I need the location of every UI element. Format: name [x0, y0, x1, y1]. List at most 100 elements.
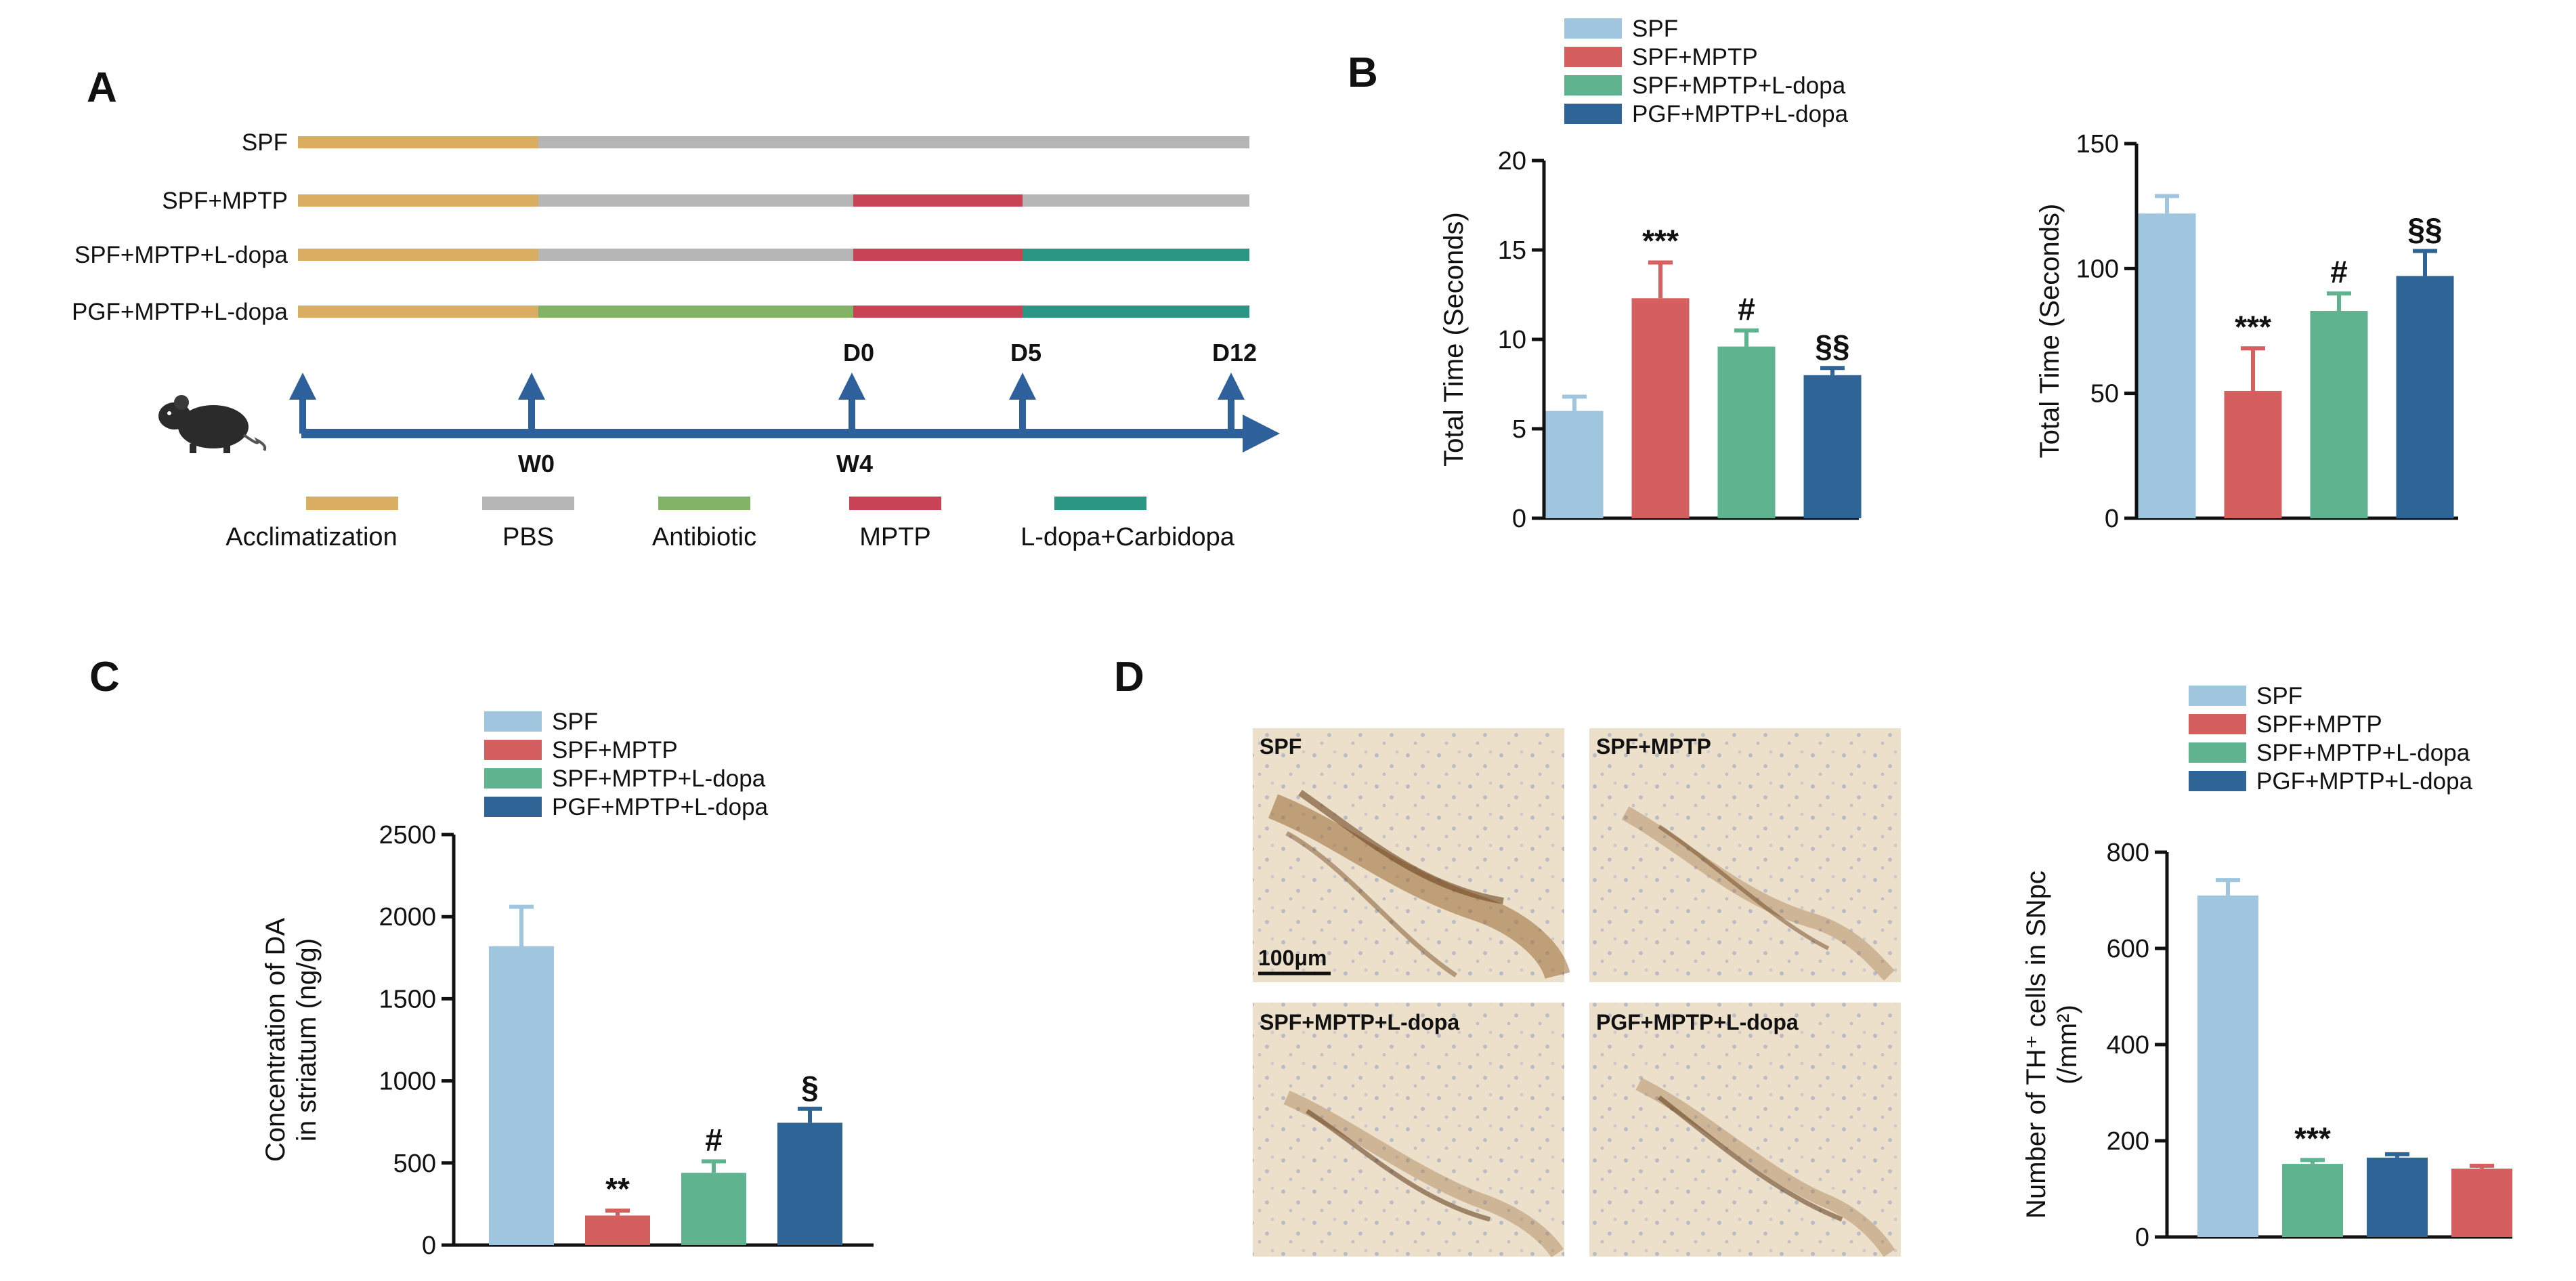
bar-pgf-mptp-l-dopa: § — [777, 1070, 842, 1245]
y-tick-label: 50 — [2090, 380, 2119, 408]
panel-c-letter: C — [89, 654, 120, 700]
chart-c: 0 500 1000 1500 2000 2500 Concentration of DA i… — [261, 821, 874, 1260]
legend-swatch — [1564, 104, 1622, 124]
legend-item-spf-mptp-l-dopa: SPF+MPTP+L-dopa — [1564, 72, 1846, 99]
week-label-w4: W4 — [836, 450, 873, 478]
bar-spf-mptp-l-dopa: *** — [2282, 1120, 2343, 1237]
legend-label: SPF — [552, 709, 598, 735]
panel-a-letter: A — [87, 64, 117, 111]
bar-spf-mptp: *** — [2224, 309, 2282, 518]
segment-pbs — [538, 136, 1249, 148]
bar-rect — [2451, 1169, 2512, 1237]
legend-swatch — [2189, 686, 2246, 706]
bar-rect — [1631, 298, 1690, 518]
bar-rect — [585, 1215, 650, 1245]
legend-item-spf: SPF — [1564, 16, 1678, 42]
phase-legend-label: MPTP — [859, 523, 931, 551]
chart-b-left: 0 5 10 15 20 Total Time (Seconds) *** # §§ — [1439, 147, 1862, 533]
significance-label: §§ — [2407, 212, 2442, 247]
y-tick-label: 0 — [2135, 1223, 2149, 1252]
day-label-d12: D12 — [1212, 339, 1257, 366]
day-label-d5: D5 — [1010, 339, 1042, 366]
timeline-row-pgf-mptp-l-dopa: PGF+MPTP+L-dopa — [72, 299, 1249, 325]
significance-label: § — [801, 1070, 819, 1105]
significance-label: # — [1738, 291, 1755, 327]
legend-label: SPF — [2256, 683, 2302, 709]
bar-spf-mptp-l-dopa: # — [1717, 291, 1776, 518]
micrograph-spf-mptp: SPF+MPTP — [1589, 728, 1901, 982]
y-tick-label: 100 — [2076, 255, 2119, 283]
bar-spf-mptp — [2451, 1163, 2512, 1237]
segment-ldopa — [1023, 306, 1249, 318]
week-label-w0: W0 — [518, 450, 555, 478]
segment-acclimatization — [298, 136, 538, 148]
phase-legend-label: Acclimatization — [226, 523, 397, 551]
timeline-marker — [289, 373, 316, 434]
y-axis-title: in striatum (ng/g) — [292, 938, 322, 1141]
legend-swatch — [2189, 714, 2246, 734]
bar-rect — [681, 1173, 746, 1245]
bar-spf-mptp-l-dopa: # — [2310, 254, 2368, 518]
phase-swatch — [306, 497, 398, 510]
y-tick-label: 400 — [2107, 1031, 2149, 1059]
legend-item-pgf-mptp-l-dopa: PGF+MPTP+L-dopa — [1564, 101, 1849, 127]
bar-spf — [2197, 878, 2258, 1237]
micrograph-pgf-mptp-ldopa: PGF+MPTP+L-dopa — [1589, 1003, 1901, 1257]
legend-swatch — [484, 740, 542, 760]
bar-rect — [489, 946, 554, 1245]
phase-legend-pbs: PBS — [482, 497, 574, 551]
segment-acclimatization — [298, 306, 538, 318]
legend-swatch — [2189, 742, 2246, 763]
y-tick-label: 800 — [2107, 839, 2149, 867]
y-tick-label: 0 — [2105, 505, 2119, 533]
phase-swatch — [658, 497, 750, 510]
timeline-row-label: SPF+MPTP — [162, 188, 288, 214]
y-tick-label: 2000 — [379, 903, 436, 931]
bar-pgf-mptp-l-dopa: §§ — [2396, 212, 2454, 518]
legend-label: SPF+MPTP+L-dopa — [2256, 740, 2470, 766]
mouse-icon — [158, 395, 267, 453]
phase-swatch — [849, 497, 941, 510]
y-tick-label: 5 — [1512, 415, 1526, 444]
segment-ldopa — [1023, 249, 1249, 261]
bar-rect — [1717, 346, 1776, 518]
chart-d: 0 200 400 600 800 Number of TH⁺ cells in SNpc… — [2021, 839, 2512, 1252]
bar-rect — [2396, 276, 2454, 518]
segment-antibiotic — [538, 306, 853, 318]
y-tick-label: 2500 — [379, 821, 436, 849]
significance-label: §§ — [1815, 329, 1849, 364]
legend-label: PGF+MPTP+L-dopa — [1632, 101, 1849, 127]
y-tick-label: 200 — [2107, 1127, 2149, 1156]
legend-swatch — [484, 711, 542, 732]
y-tick-label: 20 — [1498, 147, 1526, 175]
phase-legend-antibiotic: Antibiotic — [652, 497, 756, 551]
micrograph-spf: SPF 100μm — [1253, 728, 1570, 982]
phase-legend-ldopa: L-dopa+Carbidopa — [1021, 497, 1235, 551]
micrograph-label-spf-mptp: SPF+MPTP — [1596, 734, 1711, 759]
phase-legend-acclimatization: Acclimatization — [226, 497, 398, 551]
legend-label: SPF+MPTP — [552, 737, 678, 763]
phase-legend-label: L-dopa+Carbidopa — [1021, 523, 1235, 551]
y-tick-label: 10 — [1498, 326, 1526, 354]
y-tick-label: 150 — [2076, 130, 2119, 159]
significance-label: *** — [1642, 223, 1679, 258]
bar-rect — [2138, 213, 2196, 518]
bar-spf — [1545, 394, 1604, 518]
phase-legend-mptp: MPTP — [849, 497, 941, 551]
segment-mptp — [853, 306, 1023, 318]
legend-label: SPF+MPTP+L-dopa — [552, 765, 766, 792]
y-tick-label: 500 — [393, 1150, 436, 1178]
legend-swatch — [484, 797, 542, 817]
y-tick-label: 1500 — [379, 985, 436, 1013]
bar-rect — [777, 1122, 842, 1245]
legend-panel-c: SPFSPF+MPTPSPF+MPTP+L-dopaPGF+MPTP+L-dop… — [484, 709, 769, 820]
timeline-row-spf-mptp: SPF+MPTP — [162, 188, 1249, 214]
phase-swatch — [482, 497, 574, 510]
timeline-marker — [1009, 373, 1036, 434]
bar-spf-mptp-l-dopa: # — [681, 1122, 746, 1245]
timeline-row-spf: SPF — [242, 129, 1249, 156]
micrograph-label-pgf-mptp-ldopa: PGF+MPTP+L-dopa — [1596, 1010, 1799, 1034]
significance-label: ** — [605, 1171, 630, 1206]
legend-item-spf-mptp: SPF+MPTP — [2189, 711, 2382, 738]
legend-swatch — [484, 768, 542, 789]
